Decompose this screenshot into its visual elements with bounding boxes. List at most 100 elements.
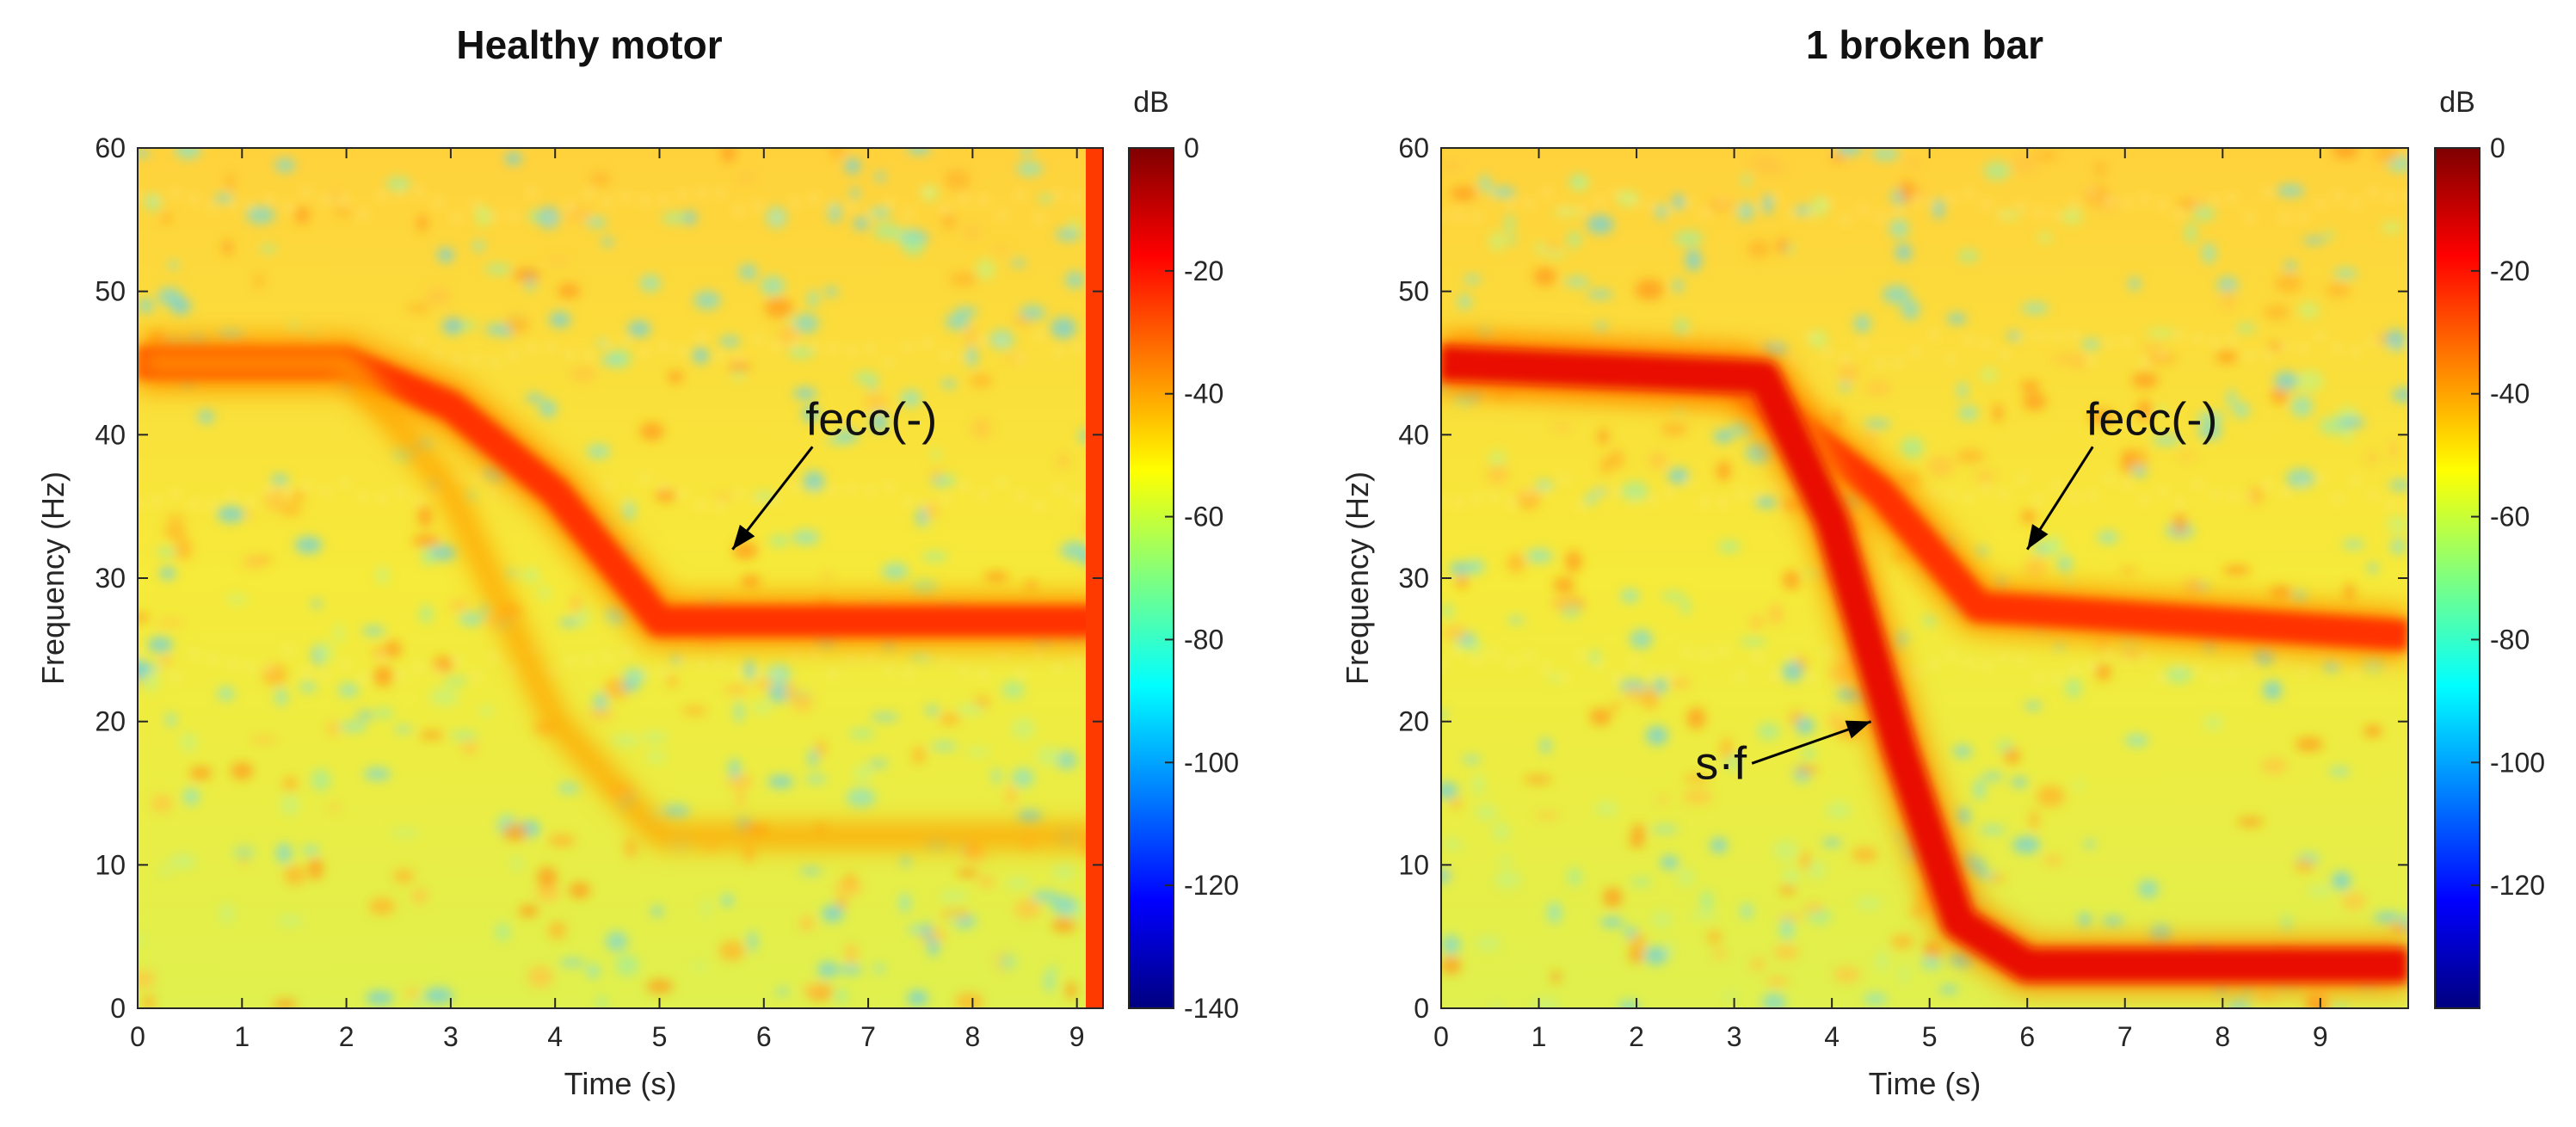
y-tick-label: 10 <box>95 849 126 880</box>
colorbar-unit: dB <box>2439 86 2475 119</box>
noise-spot <box>1762 194 1773 215</box>
noise-spot <box>2155 405 2168 416</box>
noise-spot <box>1514 491 1542 500</box>
noise-spot <box>496 922 510 941</box>
noise-spot <box>596 996 607 1008</box>
noise-spot <box>570 594 582 613</box>
noise-spot <box>799 867 823 875</box>
noise-spot <box>2237 816 2264 827</box>
noise-spot <box>615 954 639 976</box>
noise-spot <box>504 151 522 166</box>
artifact-dot <box>472 201 480 209</box>
noise-spot <box>871 411 888 433</box>
artifact-dot <box>1578 651 1586 659</box>
annotation-label: s·f <box>1695 737 1747 789</box>
artifact-dot <box>1965 657 1973 665</box>
artifact-dot <box>585 656 593 664</box>
noise-spot <box>1491 822 1511 841</box>
noise-spot <box>949 911 960 924</box>
artifact-dot <box>303 188 311 195</box>
noise-spot <box>907 148 931 155</box>
noise-spot <box>624 837 638 859</box>
noise-spot <box>921 551 948 562</box>
artifact-dot <box>490 490 498 497</box>
noise-spot <box>586 964 601 978</box>
noise-spot <box>1471 773 1486 797</box>
artifact-dot <box>2299 480 2307 488</box>
noise-spot <box>459 612 484 626</box>
artifact-dot <box>998 651 1006 659</box>
noise-spot <box>2124 734 2149 748</box>
noise-spot <box>846 787 876 808</box>
noise-spot <box>180 732 198 752</box>
noise-spot <box>2177 452 2197 460</box>
noise-spot <box>908 924 923 935</box>
noise-spot <box>2053 354 2076 364</box>
noise-spot <box>1810 195 1829 217</box>
component-fecc- <box>138 352 1103 847</box>
artifact-dot <box>341 660 348 668</box>
noise-spot <box>2338 417 2365 428</box>
noise-spot <box>646 751 666 763</box>
noise-spot <box>907 989 928 1007</box>
noise-spot <box>1534 811 1560 819</box>
noise-spot <box>391 828 419 838</box>
colorbar-gradient <box>1128 147 1174 1009</box>
noise-spot <box>971 417 992 440</box>
noise-spot <box>2074 780 2084 791</box>
noise-spot <box>411 888 428 904</box>
noise-spot <box>1052 863 1075 881</box>
noise-spot <box>2329 767 2351 776</box>
noise-spot <box>933 477 946 487</box>
noise-spot <box>1594 802 1618 816</box>
artifact-dot <box>509 212 517 220</box>
noise-spot <box>1599 456 1612 476</box>
noise-spot <box>1462 754 1482 764</box>
noise-spot <box>537 866 558 889</box>
noise-spot <box>2078 912 2092 927</box>
noise-spot <box>1660 422 1688 437</box>
noise-spot <box>1979 825 2006 834</box>
artifact-dot <box>1613 489 1621 496</box>
artifact-dot <box>2105 650 2113 657</box>
noise-spot <box>1750 958 1766 971</box>
noise-spot <box>1782 570 1801 590</box>
noise-spot <box>1060 541 1090 560</box>
noise-spot <box>1441 782 1458 799</box>
artifact-dot <box>941 495 949 502</box>
noise-spot <box>138 149 151 157</box>
noise-spot <box>1773 840 1799 861</box>
noise-spot <box>1618 1000 1640 1008</box>
artifact-dot <box>1525 652 1533 660</box>
artifact-dot <box>792 650 799 657</box>
artifact-dot <box>698 501 706 508</box>
noise-spot <box>1795 766 1819 773</box>
artifact-dot <box>284 486 292 494</box>
noise-spot <box>2368 562 2378 574</box>
noise-spot <box>940 890 968 902</box>
noise-spot <box>282 776 298 791</box>
noise-spot <box>1661 592 1685 600</box>
noise-spot <box>1689 911 1718 920</box>
noise-spot <box>538 585 550 600</box>
y-tick-label: 20 <box>1398 706 1429 737</box>
noise-spot <box>1833 966 1861 982</box>
artifact-dot <box>1772 194 1779 202</box>
noise-spot <box>423 987 453 1005</box>
x-tick-label: 0 <box>1433 1021 1449 1052</box>
artifact-dot <box>1054 192 1062 200</box>
noise-spot <box>683 210 697 225</box>
artifact-dot <box>1490 493 1498 501</box>
artifact-dot <box>209 502 217 509</box>
artifact-dot <box>1073 496 1081 503</box>
noise-spot <box>2392 388 2408 402</box>
artifact-dot <box>2334 192 2342 200</box>
annotation-arrowhead <box>1845 720 1871 739</box>
noise-spot <box>311 600 323 608</box>
noise-spot <box>841 873 859 887</box>
noise-spot <box>1766 976 1790 987</box>
noise-spot <box>2192 206 2215 221</box>
noise-spot <box>138 934 145 945</box>
noise-spot <box>1585 494 1596 505</box>
artifact-dot <box>2370 491 2377 499</box>
